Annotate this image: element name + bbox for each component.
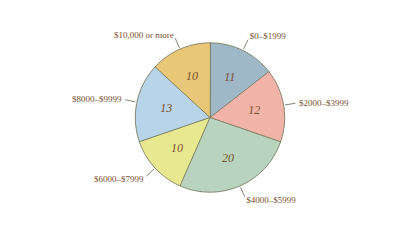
svg-text:13: 13 [160,101,172,115]
svg-text:$0–$1999: $0–$1999 [250,31,286,41]
svg-text:$4000–$5999: $4000–$5999 [246,195,296,205]
svg-text:20: 20 [222,151,234,165]
svg-text:$6000–$7999: $6000–$7999 [94,174,144,184]
svg-text:11: 11 [224,70,235,84]
svg-text:$8000–$9999: $8000–$9999 [72,94,122,104]
svg-text:10: 10 [186,69,198,83]
svg-text:$2000–$3999: $2000–$3999 [299,98,349,108]
svg-text:10: 10 [171,141,183,155]
svg-text:$10,000 or more: $10,000 or more [114,30,174,40]
svg-text:12: 12 [248,103,260,117]
